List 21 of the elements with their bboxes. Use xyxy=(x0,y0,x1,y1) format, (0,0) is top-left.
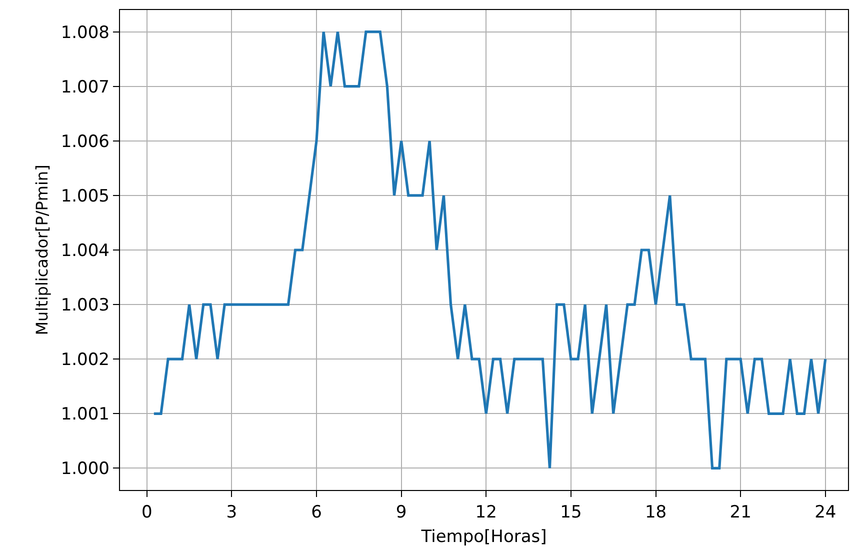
x-tick-label: 6 xyxy=(311,502,322,522)
x-tick-label: 18 xyxy=(644,502,667,522)
x-tick-label: 3 xyxy=(226,502,238,522)
x-tick-label: 12 xyxy=(475,502,497,522)
y-tick-label: 1.000 xyxy=(60,459,110,480)
y-tick-label: 1.003 xyxy=(60,296,110,316)
y-tick-label: 1.007 xyxy=(60,77,110,98)
line-series xyxy=(152,30,827,470)
y-tick-label: 1.005 xyxy=(60,186,110,206)
x-tick-label: 0 xyxy=(141,502,152,522)
y-tick-label: 1.004 xyxy=(60,240,110,261)
y-tick-label: 1.006 xyxy=(60,132,110,152)
y-tick-label: 1.001 xyxy=(60,404,110,425)
x-tick-label: 9 xyxy=(396,502,407,522)
x-tick-label: 21 xyxy=(730,502,752,522)
y-tick-label: 1.008 xyxy=(60,22,110,43)
x-axis-title: Tiempo[Horas] xyxy=(420,526,547,547)
y-tick-label: 1.002 xyxy=(60,350,110,370)
x-tick-label: 24 xyxy=(814,502,836,522)
y-axis-title: Multiplicador[P/Pmin] xyxy=(32,164,52,336)
x-tick-label: 15 xyxy=(560,502,582,522)
